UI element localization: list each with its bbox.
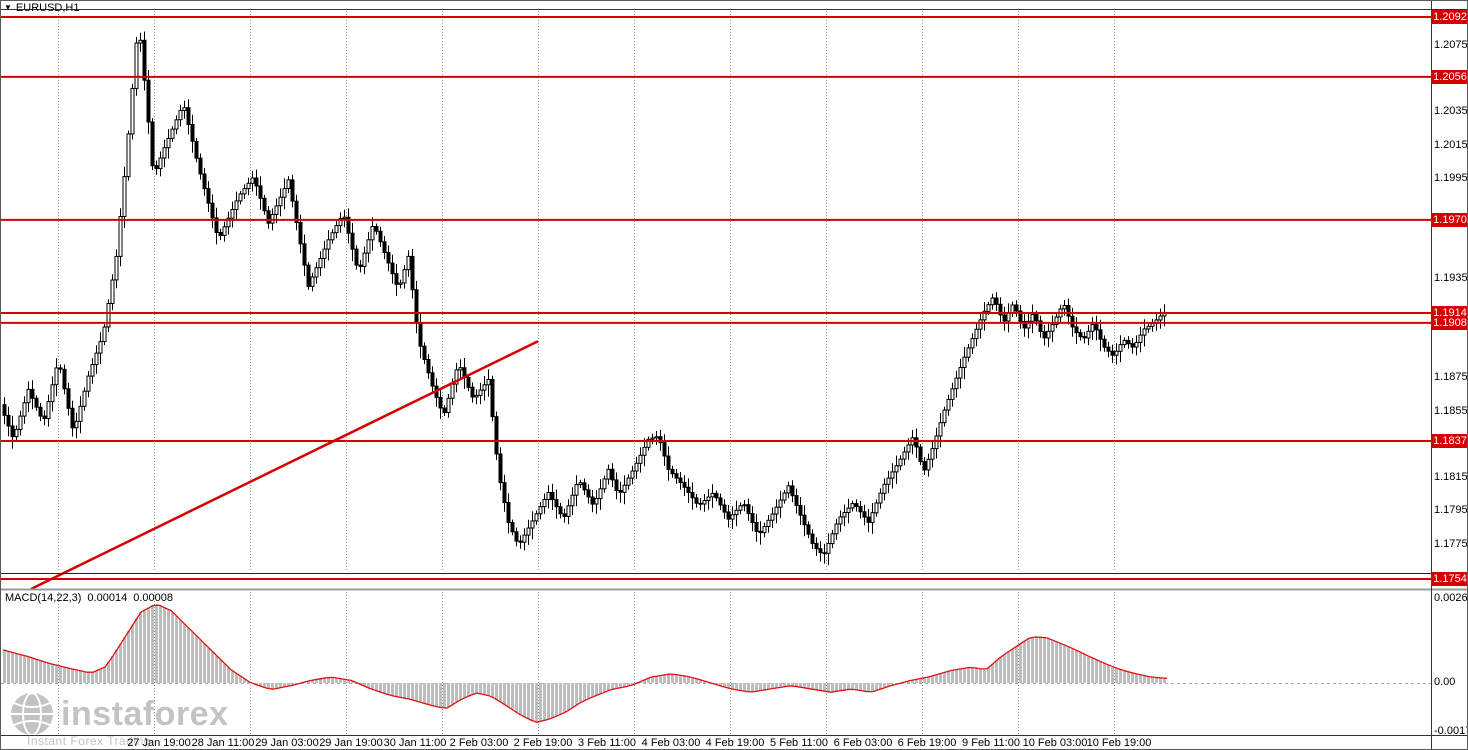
price-level-lines[interactable]: [1, 16, 1431, 580]
macd-axis-zero-label: 0.00: [1434, 676, 1456, 688]
price-level-label: 1.2092: [1431, 10, 1467, 24]
time-axis-label: 29 Jan 03:00: [255, 737, 319, 749]
time-axis-label: 6 Feb 03:00: [833, 737, 893, 749]
price-level-label: 1.1754: [1431, 572, 1467, 586]
price-tick-label: 1.1775: [1434, 538, 1468, 550]
time-axis-label: 9 Feb 11:00: [962, 737, 1020, 749]
instaforex-watermark: instaforex Instant Forex Trading: [9, 691, 229, 748]
day-separators: [58, 11, 1115, 734]
price-tick-label: 1.2015: [1434, 139, 1468, 151]
symbol-timeframe-text: EURUSD,H1: [15, 1, 80, 14]
price-tick-label: 1.1875: [1434, 371, 1468, 383]
time-axis-label: 6 Feb 19:00: [897, 737, 957, 749]
price-tick-label: 1.1995: [1434, 172, 1468, 184]
time-axis-label: 29 Jan 19:00: [319, 737, 383, 749]
time-axis-label: 27 Jan 19:00: [127, 737, 191, 749]
time-axis-label: 2 Feb 19:00: [513, 737, 573, 749]
macd-signal-line: [2, 604, 1168, 723]
macd-indicator-label: MACD(14,22,3) 0.00014 0.00008: [5, 592, 173, 604]
macd-axis: 0.00267 0.00 -0.00171: [1431, 1, 1468, 749]
macd-axis-bottom-label: -0.00171: [1434, 725, 1467, 737]
time-axis-label: 2 Feb 03:00: [449, 737, 509, 749]
price-axis[interactable]: 1.2075 1.2035 1.2015 1.1995 1.1935 1.1875 1.18…: [1431, 1, 1468, 749]
chart-dropdown-icon: ▼: [4, 2, 12, 12]
candles-layer: [2, 31, 1167, 566]
price-tick-label: 1.1795: [1434, 504, 1468, 516]
time-axis[interactable]: 27 Jan 19:00 28 Jan 11:00 29 Jan 03:00 29 J…: [1, 737, 1431, 749]
macd-main-value: 0.00014: [87, 592, 128, 604]
watermark-tagline-text: Instant Forex Trading: [27, 734, 151, 748]
trendline[interactable]: [30, 340, 539, 591]
time-axis-label: 28 Jan 11:00: [191, 737, 255, 749]
macd-histogram: [3, 604, 1166, 723]
price-tick-label: 1.2035: [1434, 105, 1468, 117]
time-axis-label: 3 Feb 11:00: [578, 737, 636, 749]
symbol-timeframe-label: ▼ EURUSD,H1: [4, 1, 80, 14]
price-level-label: 1.1970: [1431, 213, 1467, 227]
time-axis-label: 10 Feb 03:00: [1022, 737, 1088, 749]
watermark-brand-text: instaforex: [61, 694, 229, 733]
time-axis-label: 4 Feb 19:00: [705, 737, 765, 749]
price-level-label: 1.2056: [1431, 70, 1467, 84]
macd-signal-value: 0.00008: [133, 592, 173, 604]
time-axis-label: 10 Feb 19:00: [1086, 737, 1152, 749]
macd-name: MACD(14,22,3): [5, 592, 82, 604]
price-tick-label: 1.1855: [1434, 405, 1468, 417]
price-tick-label: 1.1815: [1434, 471, 1468, 483]
time-axis-label: 4 Feb 03:00: [641, 737, 701, 749]
instaforex-globe-icon: [11, 692, 53, 736]
time-axis-label: 30 Jan 11:00: [383, 737, 447, 749]
time-axis-label: 5 Feb 11:00: [770, 737, 828, 749]
price-level-label: 1.1908: [1431, 316, 1467, 330]
price-level-label: 1.1837: [1431, 434, 1467, 448]
price-tick-label: 1.1935: [1434, 272, 1468, 284]
macd-axis-top-label: 0.00267: [1434, 592, 1468, 604]
price-tick-label: 1.2075: [1434, 39, 1468, 51]
